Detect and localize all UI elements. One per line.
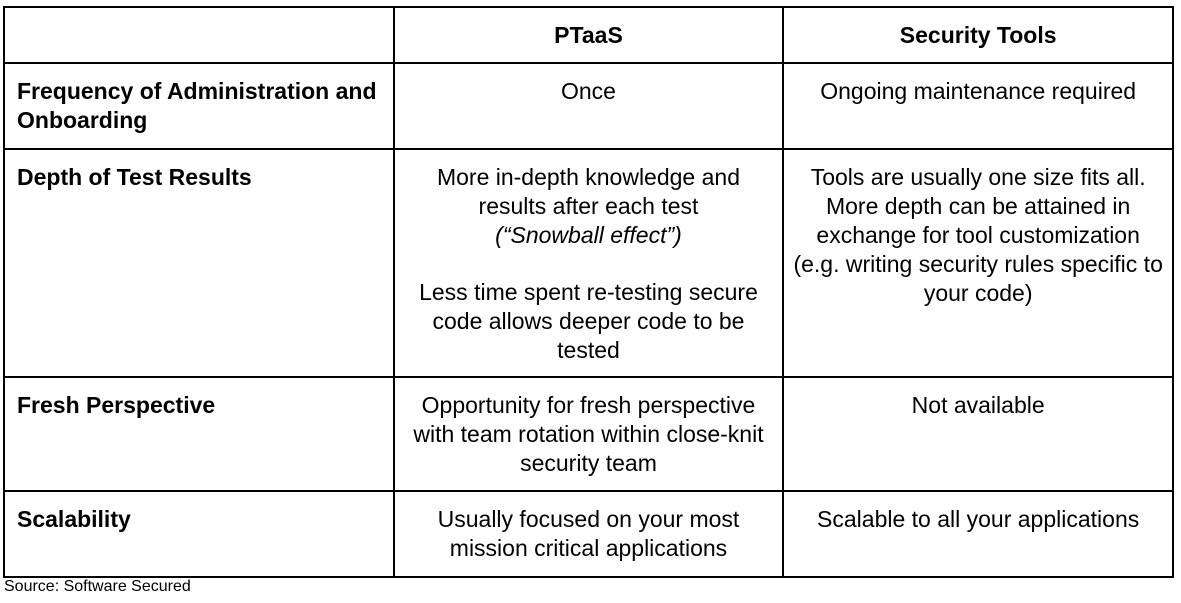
cell-text: Scalable to all your applications [817,506,1140,532]
header-cell-empty [3,6,395,64]
ptaas-cell: Opportunity for fresh perspective with t… [392,376,785,492]
tools-cell: Scalable to all your applications [782,490,1174,578]
table-row: Depth of Test Results More in-depth know… [3,148,1174,378]
ptaas-cell: Usually focused on your most mission cri… [392,490,785,578]
ptaas-cell: Once [392,62,785,150]
table-row: Fresh Perspective Opportunity for fresh … [3,376,1174,492]
cell-text: Once [560,78,616,104]
row-label: Depth of Test Results [17,164,252,190]
row-label-cell: Depth of Test Results [3,148,395,378]
cell-text: Less time spent re-testing secure code a… [419,279,758,363]
row-label: Fresh Perspective [17,392,216,418]
ptaas-cell: More in-depth knowledge and results afte… [392,148,785,378]
header-cell-security-tools: Security Tools [782,6,1174,64]
table-row: Scalability Usually focused on your most… [3,490,1174,578]
row-label-cell: Frequency of Administration and Onboardi… [3,62,395,150]
cell-text: More in-depth knowledge and results afte… [436,164,740,219]
tools-cell: Ongoing maintenance required [782,62,1174,150]
cell-text: Tools are usually one size fits all. Mor… [793,164,1163,306]
source-caption: Source: Software Secured [4,578,191,595]
row-label-cell: Fresh Perspective [3,376,395,492]
cell-text: Ongoing maintenance required [820,78,1137,104]
tools-cell: Not available [782,376,1174,492]
table-row: Frequency of Administration and Onboardi… [3,62,1174,150]
row-label: Scalability [17,506,131,532]
row-label: Frequency of Administration and Onboardi… [17,78,377,133]
row-label-cell: Scalability [3,490,395,578]
cell-text: Usually focused on your most mission cri… [437,506,740,561]
cell-text-italic: (“Snowball effect”) [495,222,682,248]
tools-cell: Tools are usually one size fits all. Mor… [782,148,1174,378]
header-cell-ptaas: PTaaS [392,6,785,64]
table-header-row: PTaaS Security Tools [3,6,1174,64]
cell-text: Opportunity for fresh perspective with t… [413,392,764,476]
comparison-table: PTaaS Security Tools Frequency of Admini… [3,6,1174,578]
cell-text: Not available [911,392,1045,418]
